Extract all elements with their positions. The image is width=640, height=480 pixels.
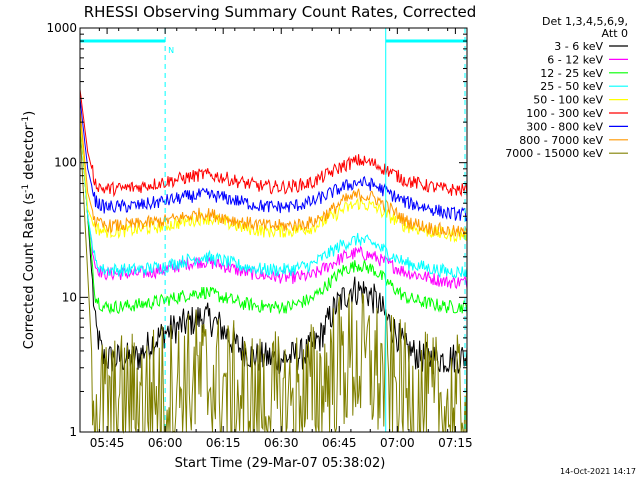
y-axis-label-sup1: -1 xyxy=(21,184,31,193)
y-tick-label-3: 1000 xyxy=(46,21,77,35)
series-line-7 xyxy=(79,109,468,238)
timestamp: 14-Oct-2021 14:17 xyxy=(560,467,636,476)
x-tick-label-3: 06:30 xyxy=(264,436,299,450)
y-axis-label-mid: detector xyxy=(22,124,37,184)
x-tick-label-6: 07:15 xyxy=(438,436,473,450)
series-1 xyxy=(79,116,468,290)
annotation-0: N xyxy=(168,46,174,55)
legend-label-6: 300 - 800 keV xyxy=(526,120,603,133)
y-tick-label-0: 1 xyxy=(69,425,77,439)
chart-title: RHESSI Observing Summary Count Rates, Co… xyxy=(84,3,477,21)
night-overlay: N xyxy=(80,28,467,432)
y-tick-label-1: 10 xyxy=(62,290,77,304)
legend-label-4: 50 - 100 keV xyxy=(533,94,603,107)
axes: 05:45 06:00 06:15 06:30 06:45 07:00 07:15 1 10 10… xyxy=(46,21,472,450)
x-tick-label-2: 06:15 xyxy=(206,436,241,450)
series-line-6 xyxy=(79,98,468,222)
legend-label-8: 7000 - 15000 keV xyxy=(505,147,603,160)
series-line-4 xyxy=(79,116,468,243)
x-tick-label-4: 06:45 xyxy=(322,436,357,450)
y-axis-label-main: Corrected Count Rate (s xyxy=(22,193,37,350)
legend-header-1: Att 0 xyxy=(602,27,628,40)
legend-label-3: 25 - 50 keV xyxy=(540,80,603,93)
series-7 xyxy=(79,109,468,238)
series-4 xyxy=(79,116,468,243)
series-3 xyxy=(79,116,468,279)
legend-label-2: 12 - 25 keV xyxy=(540,67,603,80)
series-6 xyxy=(79,98,468,222)
series-line-2 xyxy=(79,116,468,315)
y-axis-label-end: ) xyxy=(22,111,37,116)
x-tick-label-5: 07:00 xyxy=(380,436,415,450)
legend-label-7: 800 - 7000 keV xyxy=(519,134,603,147)
x-tick-label-0: 05:45 xyxy=(90,436,125,450)
series-line-3 xyxy=(79,116,468,279)
y-tick-label-2: 100 xyxy=(54,156,77,170)
x-tick-label-1: 06:00 xyxy=(148,436,183,450)
legend-label-0: 3 - 6 keV xyxy=(554,40,603,53)
series-line-5 xyxy=(79,89,468,198)
x-axis-label: Start Time (29-Mar-07 05:38:02) xyxy=(175,456,386,471)
legend-label-5: 100 - 300 keV xyxy=(526,107,603,120)
y-axis-label: Corrected Count Rate (s-1 detector-1) xyxy=(21,111,37,349)
series-line-1 xyxy=(79,116,468,290)
series-2 xyxy=(79,116,468,315)
legend-label-1: 6 - 12 keV xyxy=(547,53,603,66)
legend-header-0: Det 1,3,4,5,6,9, xyxy=(542,15,628,28)
series-5 xyxy=(79,89,468,198)
y-axis-label-sup2: -1 xyxy=(21,116,31,125)
